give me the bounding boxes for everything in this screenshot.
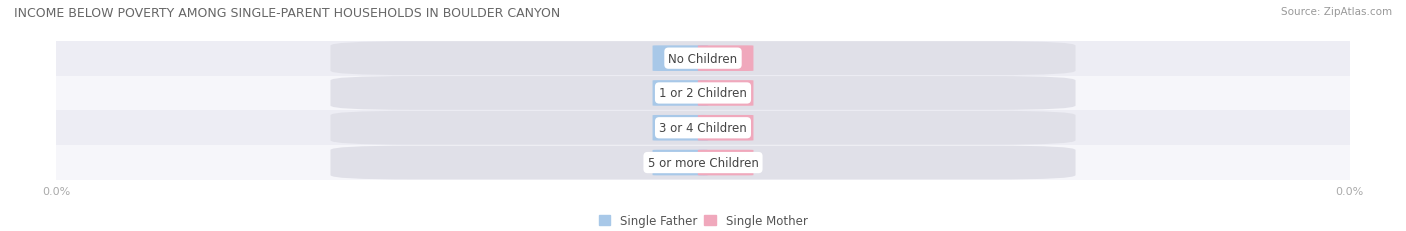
FancyBboxPatch shape (330, 77, 1076, 110)
Text: 0.0%: 0.0% (666, 158, 695, 168)
Text: 3 or 4 Children: 3 or 4 Children (659, 122, 747, 135)
Text: 1 or 2 Children: 1 or 2 Children (659, 87, 747, 100)
FancyBboxPatch shape (697, 116, 754, 141)
Legend: Single Father, Single Mother: Single Father, Single Mother (599, 214, 807, 227)
Text: 0.0%: 0.0% (666, 88, 695, 99)
Text: 0.0%: 0.0% (711, 54, 740, 64)
FancyBboxPatch shape (652, 46, 709, 72)
Text: No Children: No Children (668, 52, 738, 65)
FancyBboxPatch shape (697, 81, 754, 106)
FancyBboxPatch shape (697, 150, 754, 176)
FancyBboxPatch shape (652, 116, 709, 141)
FancyBboxPatch shape (652, 150, 709, 176)
FancyBboxPatch shape (330, 42, 1076, 76)
Text: 0.0%: 0.0% (666, 123, 695, 133)
Bar (56, 146, 1350, 180)
FancyBboxPatch shape (330, 111, 1076, 145)
Text: 0.0%: 0.0% (711, 158, 740, 168)
FancyBboxPatch shape (330, 146, 1076, 180)
Text: 0.0%: 0.0% (711, 123, 740, 133)
Text: 0.0%: 0.0% (711, 88, 740, 99)
Text: 5 or more Children: 5 or more Children (648, 156, 758, 169)
FancyBboxPatch shape (652, 81, 709, 106)
Text: INCOME BELOW POVERTY AMONG SINGLE-PARENT HOUSEHOLDS IN BOULDER CANYON: INCOME BELOW POVERTY AMONG SINGLE-PARENT… (14, 7, 561, 20)
Text: Source: ZipAtlas.com: Source: ZipAtlas.com (1281, 7, 1392, 17)
Bar (56, 111, 1350, 146)
FancyBboxPatch shape (697, 46, 754, 72)
Text: 0.0%: 0.0% (666, 54, 695, 64)
Bar (56, 42, 1350, 76)
Bar (56, 76, 1350, 111)
